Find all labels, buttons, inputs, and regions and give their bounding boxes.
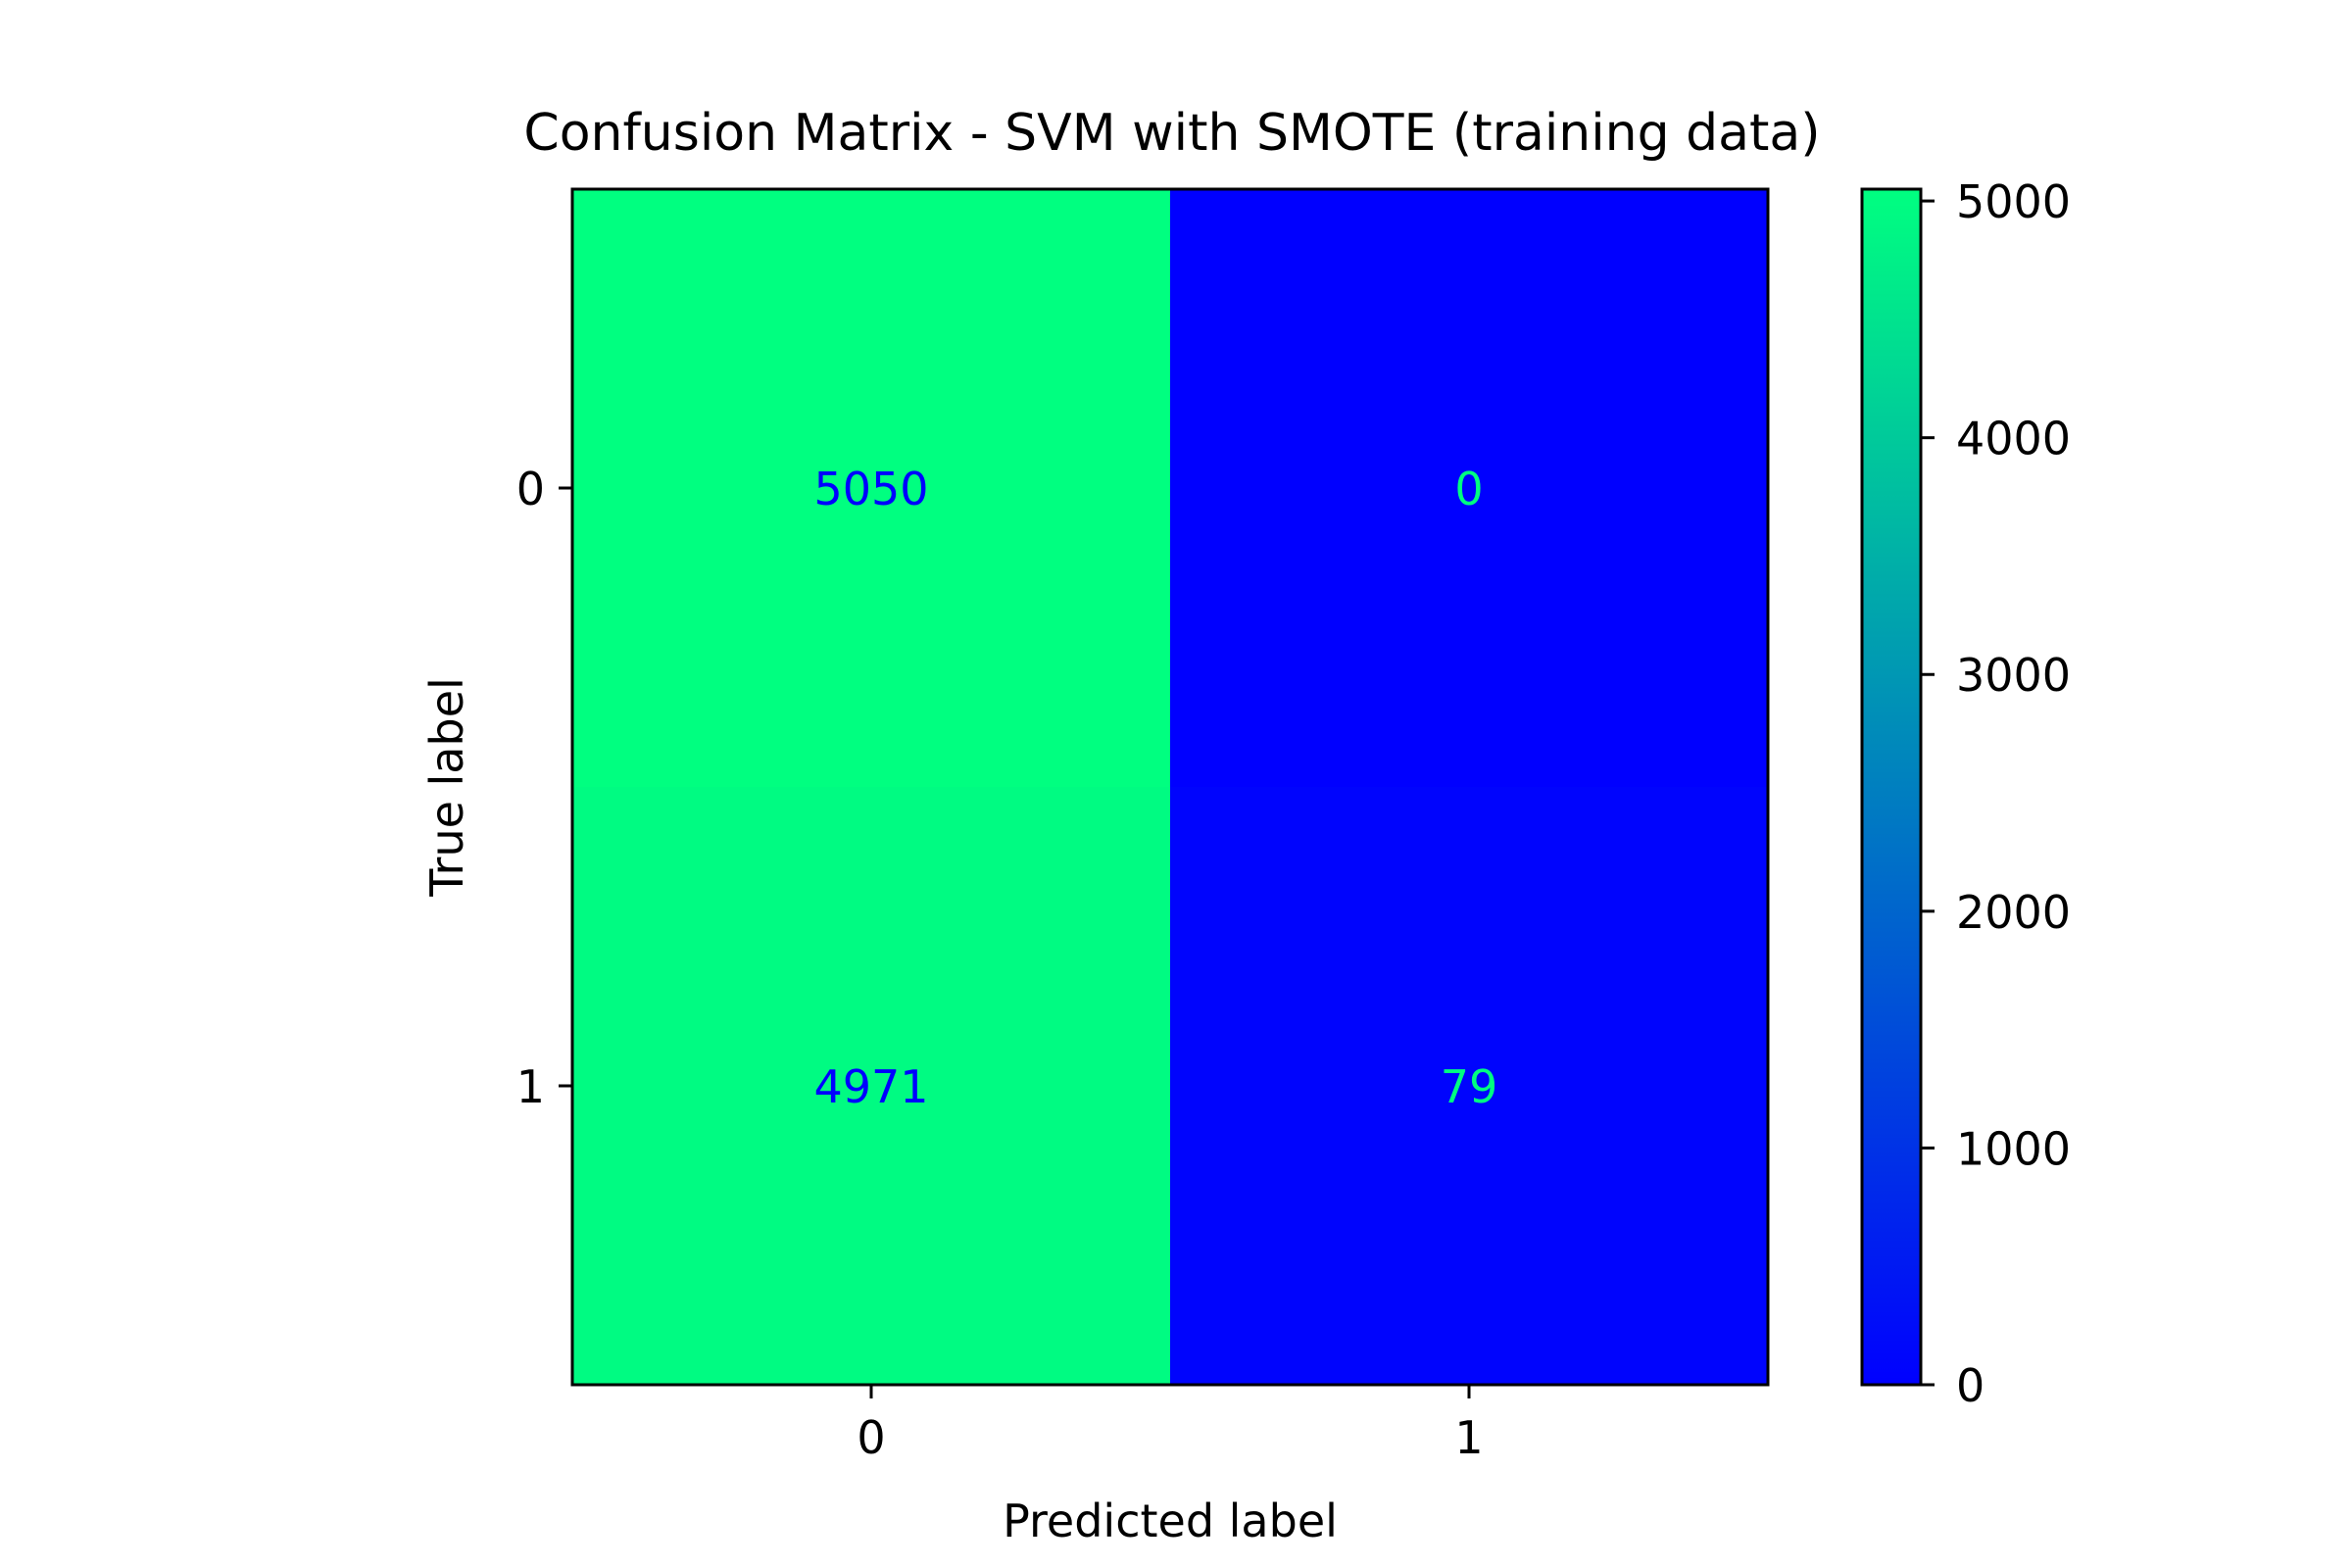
cell-value-0-1: 0 bbox=[1454, 463, 1483, 515]
colorbar-tick-label-3: 3000 bbox=[1956, 649, 2071, 702]
matrix-cell-1-1 bbox=[1170, 787, 1768, 1385]
colorbar-tick-label-4: 4000 bbox=[1956, 413, 2071, 466]
cell-value-0-0: 5050 bbox=[813, 463, 928, 515]
y-axis-label: True label bbox=[420, 677, 473, 898]
colorbar-tick-label-2: 2000 bbox=[1956, 886, 2071, 939]
matrix-cell-0-1 bbox=[1170, 189, 1768, 787]
matrix-cell-0-0 bbox=[572, 189, 1170, 787]
colorbar-ticks: 0 1000 2000 3000 4000 5000 bbox=[1921, 175, 2071, 1412]
colorbar-tick-label-0: 0 bbox=[1956, 1359, 1984, 1412]
y-tick-label-0: 0 bbox=[516, 463, 545, 515]
colorbar bbox=[1860, 187, 1923, 1387]
plot-frame bbox=[570, 187, 1770, 1387]
matrix-cells: 5050 0 4971 79 bbox=[572, 189, 1768, 1385]
x-axis-label: Predicted label bbox=[1003, 1494, 1338, 1547]
cell-value-1-1: 79 bbox=[1441, 1060, 1498, 1113]
matrix-cell-1-0 bbox=[572, 787, 1170, 1385]
cell-value-1-0: 4971 bbox=[813, 1060, 928, 1113]
colorbar-tick-label-5: 5000 bbox=[1956, 175, 2071, 228]
colorbar-tick-label-1: 1000 bbox=[1956, 1122, 2071, 1175]
y-tick-label-1: 1 bbox=[516, 1060, 545, 1113]
chart-title: Confusion Matrix - SVM with SMOTE (train… bbox=[523, 104, 1820, 163]
x-tick-label-0: 0 bbox=[857, 1411, 885, 1464]
y-axis-ticks: 01 bbox=[516, 463, 572, 1113]
x-tick-label-1: 1 bbox=[1454, 1411, 1483, 1464]
